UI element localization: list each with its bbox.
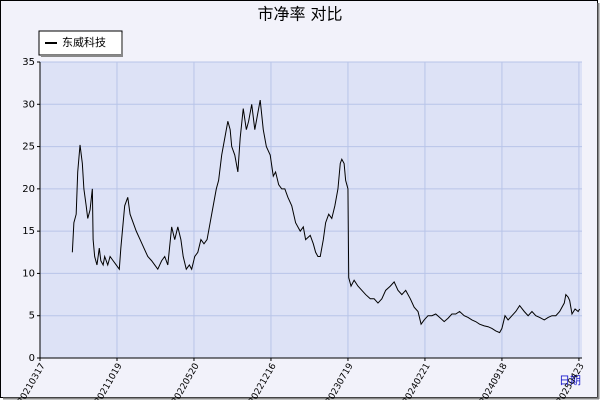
y-tick-label: 15 <box>22 226 35 237</box>
chart-title: 市净率 对比 <box>257 5 342 24</box>
y-tick-label: 30 <box>22 99 35 110</box>
y-tick-label: 10 <box>22 268 35 279</box>
plot-area <box>40 62 582 358</box>
y-tick-label: 0 <box>29 353 35 364</box>
y-tick-label: 20 <box>22 184 35 195</box>
line <box>71 99 581 334</box>
y-tick-label: 25 <box>22 142 35 153</box>
y-tick-label: 35 <box>22 57 35 68</box>
y-tick-label: 5 <box>29 311 35 322</box>
x-axis-label: 日期 <box>559 374 581 387</box>
legend-label: 东威科技 <box>62 35 106 49</box>
